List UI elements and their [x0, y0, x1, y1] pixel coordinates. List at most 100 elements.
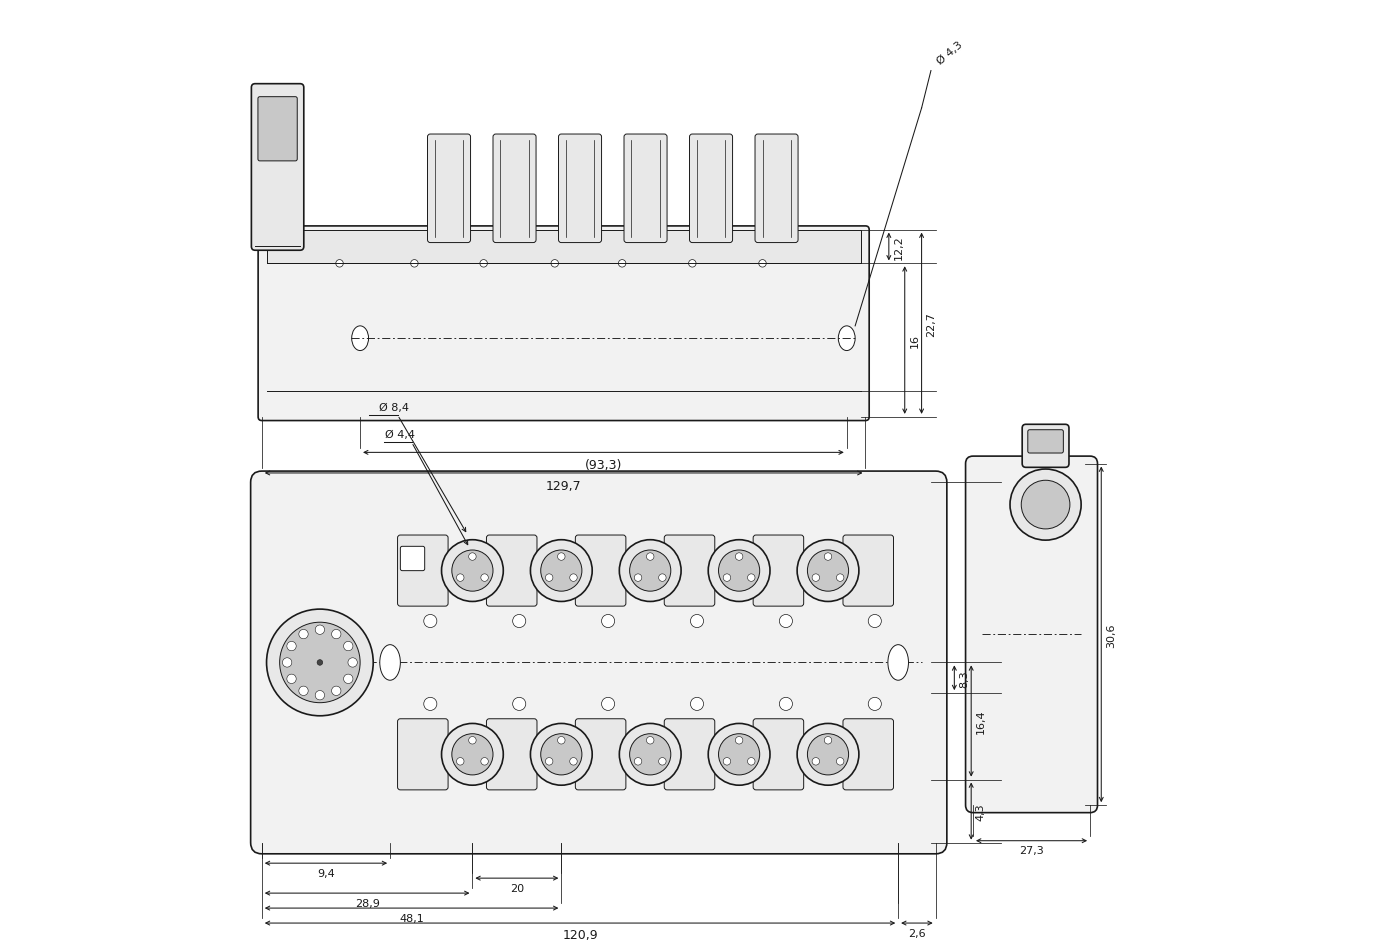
Text: 16,4: 16,4 — [976, 709, 986, 733]
Circle shape — [807, 733, 849, 775]
Circle shape — [468, 553, 477, 561]
Circle shape — [658, 574, 666, 582]
Circle shape — [315, 625, 325, 634]
Circle shape — [690, 698, 704, 711]
Circle shape — [1022, 480, 1071, 530]
Circle shape — [424, 615, 436, 628]
Circle shape — [708, 724, 769, 785]
Ellipse shape — [351, 327, 368, 351]
Circle shape — [689, 261, 696, 268]
Circle shape — [619, 724, 682, 785]
Circle shape — [348, 658, 357, 667]
FancyBboxPatch shape — [690, 135, 733, 244]
Circle shape — [658, 758, 666, 766]
Text: 22,7: 22,7 — [926, 312, 937, 336]
Circle shape — [758, 261, 767, 268]
Bar — [266, 230, 860, 264]
Circle shape — [736, 736, 743, 744]
Circle shape — [481, 574, 488, 582]
Text: 9,4: 9,4 — [316, 868, 335, 878]
Circle shape — [343, 674, 353, 683]
Circle shape — [513, 698, 526, 711]
Circle shape — [452, 733, 493, 775]
FancyBboxPatch shape — [397, 535, 447, 606]
Circle shape — [813, 758, 820, 766]
Circle shape — [332, 630, 342, 639]
Ellipse shape — [888, 645, 909, 681]
FancyBboxPatch shape — [576, 535, 626, 606]
Circle shape — [411, 261, 418, 268]
Circle shape — [558, 736, 565, 744]
Circle shape — [456, 758, 464, 766]
FancyBboxPatch shape — [843, 535, 894, 606]
FancyBboxPatch shape — [251, 85, 304, 251]
FancyBboxPatch shape — [487, 719, 537, 790]
Text: 28,9: 28,9 — [354, 898, 379, 908]
Circle shape — [634, 574, 641, 582]
Circle shape — [336, 261, 343, 268]
Circle shape — [316, 660, 322, 666]
FancyBboxPatch shape — [258, 97, 297, 161]
Circle shape — [718, 550, 760, 592]
Text: 30,6: 30,6 — [1105, 622, 1117, 647]
Circle shape — [298, 630, 308, 639]
Circle shape — [718, 733, 760, 775]
Circle shape — [634, 758, 641, 766]
Circle shape — [630, 550, 671, 592]
Text: 8,3: 8,3 — [959, 669, 969, 687]
FancyBboxPatch shape — [487, 535, 537, 606]
FancyBboxPatch shape — [576, 719, 626, 790]
Circle shape — [1011, 469, 1082, 541]
Circle shape — [779, 615, 792, 628]
Circle shape — [647, 553, 654, 561]
FancyBboxPatch shape — [665, 719, 715, 790]
Circle shape — [868, 698, 881, 711]
FancyBboxPatch shape — [251, 472, 947, 854]
Circle shape — [797, 724, 859, 785]
Text: 16: 16 — [909, 334, 920, 347]
Text: Ø 4,4: Ø 4,4 — [385, 430, 415, 440]
Circle shape — [797, 540, 859, 602]
Text: 129,7: 129,7 — [546, 479, 581, 492]
Circle shape — [442, 540, 503, 602]
Circle shape — [602, 698, 615, 711]
Circle shape — [442, 724, 503, 785]
Circle shape — [602, 615, 615, 628]
Circle shape — [630, 733, 671, 775]
Circle shape — [541, 550, 581, 592]
Circle shape — [570, 758, 577, 766]
FancyBboxPatch shape — [665, 535, 715, 606]
Ellipse shape — [838, 327, 855, 351]
Circle shape — [298, 686, 308, 696]
FancyBboxPatch shape — [397, 719, 447, 790]
Circle shape — [813, 574, 820, 582]
FancyBboxPatch shape — [493, 135, 537, 244]
Circle shape — [266, 610, 374, 716]
Circle shape — [456, 574, 464, 582]
FancyBboxPatch shape — [1022, 425, 1069, 468]
Circle shape — [836, 574, 843, 582]
Text: (93,3): (93,3) — [584, 459, 622, 471]
Text: 120,9: 120,9 — [562, 928, 598, 941]
Circle shape — [723, 758, 730, 766]
Text: 20: 20 — [510, 883, 524, 893]
FancyBboxPatch shape — [266, 489, 931, 836]
Circle shape — [747, 574, 756, 582]
FancyBboxPatch shape — [625, 135, 668, 244]
FancyBboxPatch shape — [258, 227, 870, 421]
Circle shape — [332, 686, 342, 696]
Circle shape — [513, 615, 526, 628]
FancyBboxPatch shape — [756, 135, 797, 244]
Circle shape — [541, 733, 581, 775]
Circle shape — [343, 642, 353, 651]
Text: Ø 8,4: Ø 8,4 — [379, 403, 408, 413]
Text: Ø 4,3: Ø 4,3 — [935, 40, 965, 67]
Circle shape — [868, 615, 881, 628]
Circle shape — [452, 550, 493, 592]
Circle shape — [824, 736, 832, 744]
Circle shape — [315, 691, 325, 700]
FancyBboxPatch shape — [400, 547, 425, 571]
FancyBboxPatch shape — [559, 135, 602, 244]
Circle shape — [723, 574, 730, 582]
Circle shape — [531, 540, 592, 602]
